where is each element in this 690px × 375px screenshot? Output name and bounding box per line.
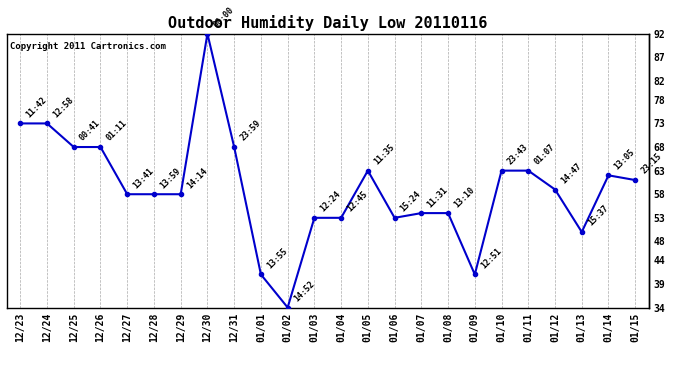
Text: 00:41: 00:41 [78,119,102,143]
Text: 13:59: 13:59 [158,166,182,190]
Text: 13:55: 13:55 [265,246,289,270]
Text: 13:41: 13:41 [131,166,155,190]
Text: Copyright 2011 Cartronics.com: Copyright 2011 Cartronics.com [10,42,166,51]
Text: 14:14: 14:14 [185,166,209,190]
Text: 12:24: 12:24 [319,190,343,214]
Text: 00:00: 00:00 [212,6,236,30]
Text: 15:24: 15:24 [399,190,423,214]
Text: 12:58: 12:58 [51,95,75,119]
Text: 14:52: 14:52 [292,279,316,303]
Text: 11:31: 11:31 [426,185,450,209]
Text: 12:51: 12:51 [479,246,503,270]
Text: 15:37: 15:37 [586,204,610,228]
Text: 01:07: 01:07 [533,142,557,166]
Text: 01:11: 01:11 [105,119,129,143]
Text: 23:15: 23:15 [640,152,664,176]
Text: 23:43: 23:43 [506,142,530,166]
Text: 13:10: 13:10 [452,185,476,209]
Title: Outdoor Humidity Daily Low 20110116: Outdoor Humidity Daily Low 20110116 [168,15,487,31]
Text: 13:05: 13:05 [613,147,637,171]
Text: 12:45: 12:45 [345,190,369,214]
Text: 23:59: 23:59 [238,119,262,143]
Text: 11:42: 11:42 [24,95,48,119]
Text: 14:47: 14:47 [559,161,583,185]
Text: 11:35: 11:35 [372,142,396,166]
